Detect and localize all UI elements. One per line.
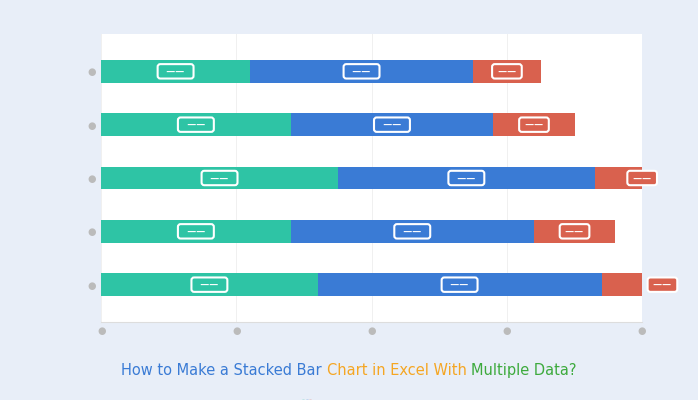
Text: ——: —— (346, 67, 377, 76)
Bar (250, 60, 473, 82)
Text: Chart in Excel With: Chart in Excel With (327, 363, 471, 378)
Text: ——: —— (181, 120, 211, 129)
Text: ——: —— (495, 67, 519, 76)
Bar (595, 167, 690, 189)
Bar (290, 220, 534, 242)
Bar (473, 60, 541, 82)
Text: Multiple Data?: Multiple Data? (471, 363, 577, 378)
Bar (534, 220, 615, 242)
Text: ——: —— (651, 280, 674, 289)
Text: How to Make a Stacked Bar: How to Make a Stacked Bar (121, 363, 327, 378)
Bar (101, 274, 318, 296)
Text: ——: —— (522, 120, 546, 129)
Text: ——: —— (451, 174, 482, 182)
Bar (493, 114, 574, 136)
Bar (101, 167, 338, 189)
Text: ——: —— (377, 120, 407, 129)
Text: ——: —— (205, 174, 235, 182)
Bar (290, 114, 493, 136)
Text: ——: —— (181, 227, 211, 236)
Text: ——: —— (630, 174, 654, 182)
Bar (338, 167, 595, 189)
Text: ——: —— (161, 67, 191, 76)
Bar (101, 114, 290, 136)
Text: ——: —— (563, 227, 586, 236)
Bar (101, 60, 250, 82)
Bar (101, 220, 290, 242)
Text: ——: —— (445, 280, 475, 289)
Bar (318, 274, 602, 296)
Bar (602, 274, 698, 296)
Text: ——: —— (397, 227, 427, 236)
Text: ——: —— (194, 280, 225, 289)
